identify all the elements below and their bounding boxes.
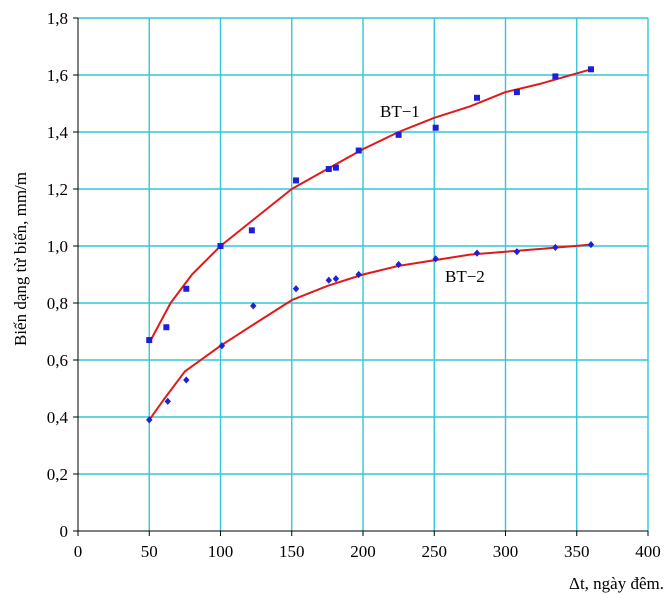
x-tick-label: 200 (350, 542, 376, 561)
fit-line-bt2 (148, 243, 592, 421)
y-tick-label: 1,8 (47, 9, 68, 28)
x-tick-label: 50 (141, 542, 158, 561)
y-tick-label: 1,2 (47, 180, 68, 199)
data-point-bt2 (473, 249, 481, 257)
axes (73, 17, 649, 536)
data-point-bt2 (183, 376, 190, 384)
data-point-bt2 (432, 255, 439, 263)
data-point-bt2 (164, 397, 171, 405)
data-point-bt1 (248, 227, 255, 234)
data-point-bt1 (474, 94, 480, 101)
series-label-bt2: BT−2 (445, 267, 485, 286)
y-tick-label: 0,6 (47, 351, 68, 370)
grid (78, 17, 649, 531)
data-point-bt2 (355, 270, 362, 279)
data-point-bt1 (588, 66, 594, 73)
data-point-bt2 (146, 416, 153, 424)
x-tick-label: 0 (74, 542, 83, 561)
data-point-bt2 (325, 276, 332, 284)
y-tick-label: 0 (60, 522, 69, 541)
x-tick-label: 300 (493, 542, 519, 561)
data-point-bt2 (250, 302, 257, 310)
data-point-bt2 (552, 243, 559, 252)
data-point-bt2 (395, 260, 402, 269)
series-label-bt1: BT−1 (380, 102, 420, 121)
x-tick-label: 100 (208, 542, 234, 561)
data-point-bt1 (325, 166, 332, 173)
data-point-bt2 (513, 248, 521, 256)
y-tick-label: 1,6 (47, 66, 68, 85)
data-point-bt1 (395, 131, 402, 138)
y-tick-label: 0,2 (47, 465, 68, 484)
x-tick-label: 150 (279, 542, 305, 561)
y-tick-label: 1,0 (47, 237, 68, 256)
x-tick-label: 250 (422, 542, 448, 561)
data-point-bt1 (332, 164, 339, 171)
x-tick-label: 350 (564, 542, 590, 561)
data-point-bt1 (183, 285, 190, 292)
y-axis-label: Biến dạng từ biến, mm/m (11, 172, 30, 346)
data-point-bt1 (355, 147, 362, 154)
data-markers (146, 66, 595, 424)
fit-curves (148, 68, 592, 421)
x-tick-label: 400 (635, 542, 661, 561)
fit-line-bt1 (148, 68, 592, 344)
data-point-bt1 (552, 73, 559, 80)
y-tick-label: 0,4 (47, 408, 69, 427)
data-point-bt1 (432, 124, 439, 131)
data-point-bt2 (292, 285, 300, 293)
data-point-bt1 (146, 337, 153, 344)
x-axis-label: Δt, ngày đêm. (569, 574, 664, 593)
data-point-bt2 (332, 275, 340, 283)
data-point-bt1 (513, 89, 520, 96)
data-point-bt1 (293, 177, 300, 184)
y-tick-label: 1,4 (47, 123, 69, 142)
series-labels: BT−1 BT−2 (380, 102, 485, 286)
data-point-bt2 (587, 240, 595, 249)
tick-labels: 0 50 100 150 200 250 300 350 400 0 0,2 0,4 0,6 0,8 1,0… (47, 9, 661, 561)
data-point-bt1 (217, 243, 224, 249)
data-point-bt1 (163, 324, 170, 331)
y-tick-label: 0,8 (47, 294, 68, 313)
data-point-bt2 (218, 342, 226, 350)
